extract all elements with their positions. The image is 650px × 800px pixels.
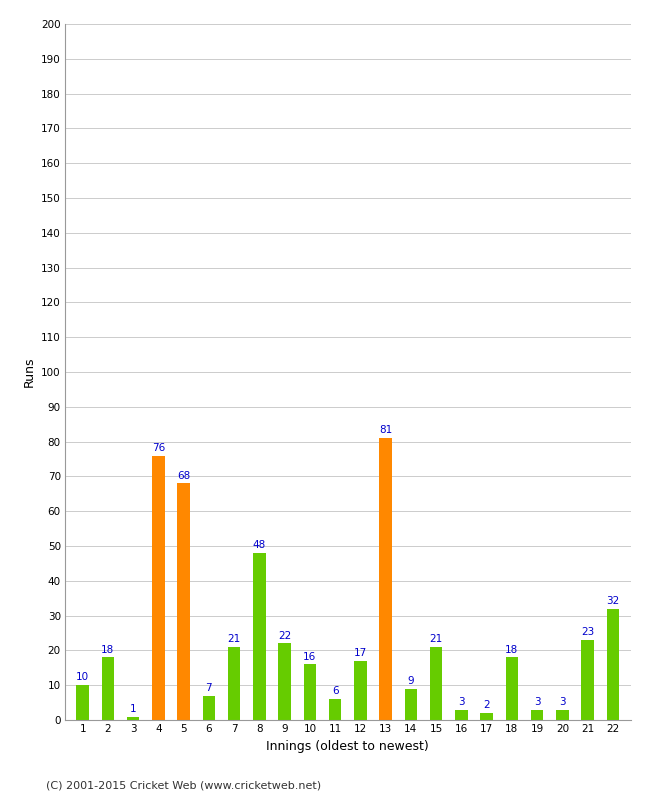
- Y-axis label: Runs: Runs: [23, 357, 36, 387]
- Bar: [380, 438, 392, 720]
- Text: 10: 10: [76, 673, 89, 682]
- Text: 3: 3: [534, 697, 540, 706]
- Bar: [531, 710, 543, 720]
- Text: 48: 48: [253, 540, 266, 550]
- Bar: [354, 661, 367, 720]
- Text: 21: 21: [430, 634, 443, 644]
- Text: 22: 22: [278, 630, 291, 641]
- Bar: [506, 658, 518, 720]
- Bar: [127, 717, 140, 720]
- Bar: [404, 689, 417, 720]
- Bar: [101, 658, 114, 720]
- Bar: [329, 699, 341, 720]
- Text: 18: 18: [101, 645, 114, 654]
- Bar: [228, 647, 240, 720]
- Text: 68: 68: [177, 470, 190, 481]
- Bar: [455, 710, 467, 720]
- Bar: [177, 483, 190, 720]
- Bar: [278, 643, 291, 720]
- Bar: [76, 685, 89, 720]
- Bar: [152, 455, 164, 720]
- Bar: [430, 647, 443, 720]
- Text: 21: 21: [227, 634, 240, 644]
- X-axis label: Innings (oldest to newest): Innings (oldest to newest): [266, 740, 429, 753]
- Text: 32: 32: [606, 596, 619, 606]
- Text: 6: 6: [332, 686, 339, 696]
- Text: 18: 18: [505, 645, 519, 654]
- Bar: [480, 713, 493, 720]
- Text: 81: 81: [379, 426, 392, 435]
- Text: 23: 23: [581, 627, 594, 637]
- Text: 16: 16: [304, 651, 317, 662]
- Text: 2: 2: [484, 700, 490, 710]
- Bar: [203, 696, 215, 720]
- Text: 3: 3: [458, 697, 465, 706]
- Text: 76: 76: [152, 442, 165, 453]
- Text: 9: 9: [408, 676, 414, 686]
- Text: (C) 2001-2015 Cricket Web (www.cricketweb.net): (C) 2001-2015 Cricket Web (www.cricketwe…: [46, 781, 320, 790]
- Text: 7: 7: [205, 683, 212, 693]
- Text: 17: 17: [354, 648, 367, 658]
- Bar: [253, 553, 266, 720]
- Bar: [581, 640, 594, 720]
- Text: 1: 1: [130, 704, 136, 714]
- Bar: [304, 664, 316, 720]
- Bar: [556, 710, 569, 720]
- Bar: [606, 609, 619, 720]
- Text: 3: 3: [559, 697, 566, 706]
